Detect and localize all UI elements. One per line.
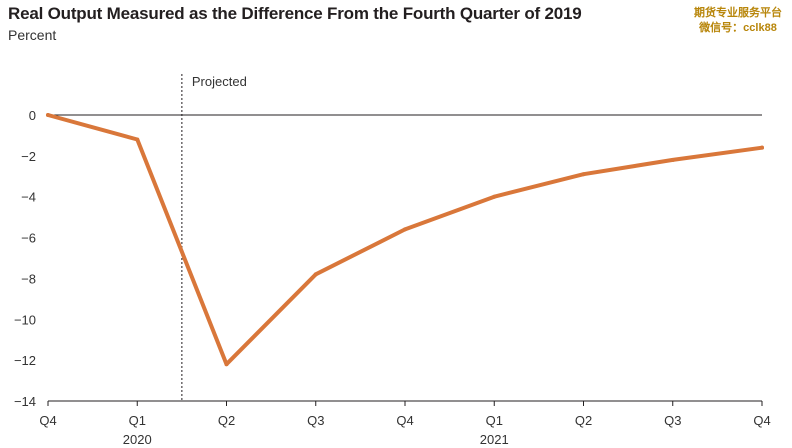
series-line [46,113,764,367]
y-tick-label: −4 [21,190,36,205]
chart-title: Real Output Measured as the Difference F… [8,4,582,23]
x-year-label: 2021 [480,432,509,447]
data-point [670,157,675,162]
y-tick-label: −2 [21,149,36,164]
y-tick-label: −10 [14,312,36,327]
y-tick-label: 0 [29,108,36,123]
data-point [46,113,50,117]
watermark: 期货专业服务平台 微信号：cclk88 [694,6,782,36]
data-point [760,145,764,150]
x-tick-label: Q3 [307,413,324,428]
x-tick-label: Q3 [664,413,681,428]
x-tick-label: Q4 [753,413,770,428]
x-tick-label: Q2 [218,413,235,428]
x-tick-label: Q2 [575,413,592,428]
x-tick-label: Q4 [39,413,56,428]
projected-label: Projected [192,74,247,89]
watermark-line-1: 期货专业服务平台 [694,7,782,19]
chart-subtitle: Percent [8,27,57,43]
y-tick-label: −12 [14,353,36,368]
x-tick-label: Q1 [486,413,503,428]
data-point [313,272,318,277]
x-axis: Q4 Q1 Q2 Q3 Q4 Q1 Q2 Q3 Q4 2020 2021 [39,400,771,447]
x-year-label: 2020 [123,432,152,447]
data-point [135,137,140,142]
y-tick-label: −8 [21,271,36,286]
data-point [492,194,497,199]
watermark-line-2: 微信号：cclk88 [699,22,777,34]
x-tick-label: Q4 [396,413,413,428]
series-group [46,113,764,367]
y-tick-label: −14 [14,394,36,409]
annotations: Projected [181,74,247,401]
data-point [581,172,586,177]
data-point [224,362,229,367]
y-axis: 0 −2 −4 −6 −8 −10 −12 −14 [14,108,762,409]
y-tick-label: −6 [21,231,36,246]
x-tick-label: Q1 [129,413,146,428]
data-point [403,227,407,232]
